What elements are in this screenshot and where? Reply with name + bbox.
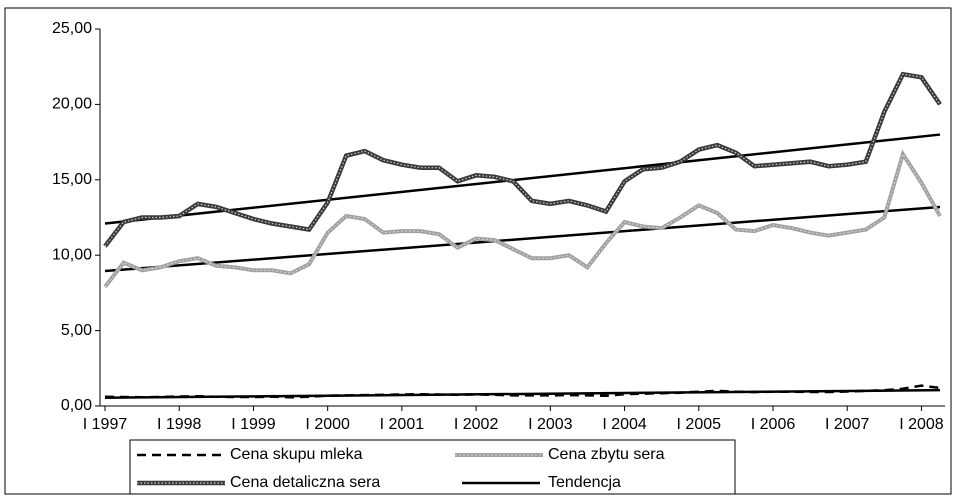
y-tick-label: 10,00 — [52, 246, 92, 263]
x-tick-label: I 2006 — [751, 416, 796, 433]
x-tick-label: I 2000 — [305, 416, 350, 433]
y-tick-label: 25,00 — [52, 20, 92, 37]
legend-box — [129, 439, 736, 495]
x-tick-label: I 2007 — [825, 416, 870, 433]
legend-label: Cena zbytu sera — [548, 446, 665, 463]
series-line — [103, 71, 942, 248]
legend-label: Tendencja — [548, 474, 621, 491]
x-tick-label: I 2002 — [454, 416, 499, 433]
x-tick-label: I 2005 — [677, 416, 722, 433]
x-tick-label: I 2001 — [380, 416, 425, 433]
trend-line — [104, 133, 941, 225]
series-line-pattern — [104, 153, 941, 288]
legend-label: Cena skupu mleka — [230, 446, 363, 463]
x-tick-label: I 2003 — [528, 416, 573, 433]
y-tick-label: 5,00 — [61, 322, 92, 339]
y-tick-label: 15,00 — [52, 171, 92, 188]
x-tick-label: I 2004 — [602, 416, 647, 433]
series-line-pattern — [104, 73, 941, 247]
y-tick-label: 20,00 — [52, 96, 92, 113]
x-tick-label: I 1997 — [83, 416, 128, 433]
x-tick-label: I 2008 — [899, 416, 944, 433]
y-tick-label: 0,00 — [61, 397, 92, 414]
x-tick-label: I 1998 — [157, 416, 202, 433]
series-line — [104, 384, 941, 399]
legend-label: Cena detaliczna sera — [230, 474, 380, 491]
x-tick-label: I 1999 — [231, 416, 276, 433]
trend-line — [104, 205, 941, 273]
